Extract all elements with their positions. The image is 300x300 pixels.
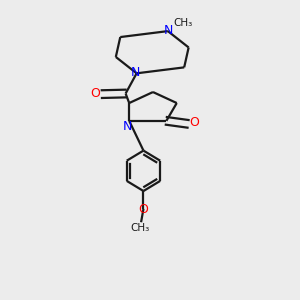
Text: O: O [90, 87, 100, 100]
Text: N: N [164, 24, 173, 37]
Text: N: N [130, 66, 140, 79]
Text: O: O [139, 203, 148, 216]
Text: CH₃: CH₃ [173, 18, 192, 28]
Text: CH₃: CH₃ [130, 223, 149, 233]
Text: O: O [190, 116, 200, 130]
Text: N: N [123, 120, 132, 133]
